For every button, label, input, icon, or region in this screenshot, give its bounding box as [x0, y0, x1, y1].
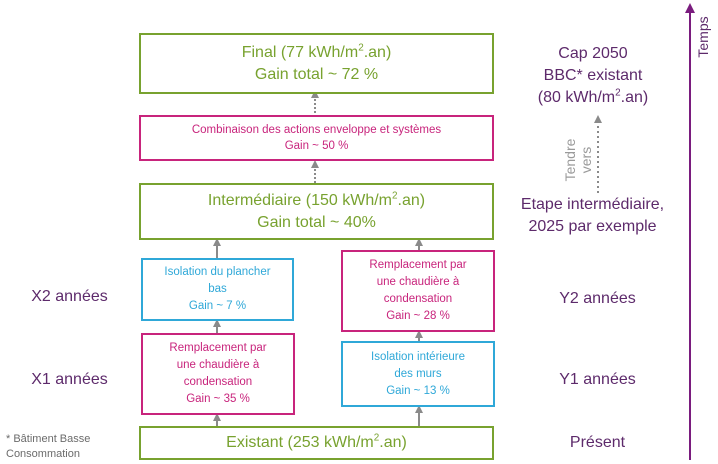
remplacement-right-box: Remplacement par une chaudière à condens…	[341, 250, 495, 332]
final-gain: Gain total ~ 72 %	[254, 65, 379, 83]
intermediaire-box: Intermédiaire (150 kWh/m2.an) Gain total…	[139, 183, 494, 240]
isolation-murs-line2: des murs	[394, 367, 442, 380]
remplacement-left-line1: Remplacement par	[169, 342, 267, 354]
remplacement-left-box: Remplacement par une chaudière à condens…	[141, 333, 295, 415]
remplacement-right-line1: Remplacement par	[369, 259, 467, 271]
remplacement-left-line3: condensation	[183, 376, 253, 388]
tendre-label: Tendre	[562, 138, 578, 182]
final-title: Final (77 kWh/m2.an)	[241, 42, 392, 61]
intermediaire-title: Intermédiaire (150 kWh/m2.an)	[207, 190, 426, 209]
footnote: * Bâtiment Basse Consommation	[6, 432, 90, 462]
cap-line1: Cap 2050	[558, 45, 628, 62]
x2-label: X2 années	[31, 288, 108, 305]
footnote-line1: * Bâtiment Basse	[6, 433, 91, 445]
remplacement-left-gain: Gain ~ 35 %	[186, 393, 250, 405]
remplacement-right-gain: Gain ~ 28 %	[386, 310, 450, 322]
combinaison-title: Combinaison des actions enveloppe et sys…	[191, 124, 442, 136]
existant-title: Existant (253 kWh/m2.an)	[226, 432, 407, 451]
intermediaire-gain: Gain total ~ 40%	[257, 213, 376, 231]
isolation-murs-box: Isolation intérieure des murs Gain ~ 13 …	[341, 341, 495, 407]
isolation-murs-gain: Gain ~ 13 %	[386, 384, 450, 397]
etape-line1: Etape intermédiaire,	[520, 196, 665, 213]
tendre-vers-label: Tendre vers	[560, 118, 596, 194]
isolation-plancher-box: Isolation du plancher bas Gain ~ 7 %	[141, 258, 294, 321]
existant-box: Existant (253 kWh/m2.an)	[139, 426, 494, 460]
cap-2050-label: Cap 2050 BBC* existant (80 kWh/m2.an)	[508, 43, 678, 109]
cap-line2: BBC* existant	[543, 67, 643, 84]
x1-label: X1 années	[31, 371, 108, 388]
present-label: Présent	[569, 434, 626, 451]
isolation-plancher-line1: Isolation du plancher	[164, 266, 271, 278]
remplacement-left-line2: une chaudière à	[176, 359, 260, 371]
final-box: Final (77 kWh/m2.an) Gain total ~ 72 %	[139, 33, 494, 94]
remplacement-right-line3: condensation	[383, 293, 453, 305]
combinaison-gain: Gain ~ 50 %	[284, 140, 349, 152]
cap-line3: (80 kWh/m2.an)	[537, 87, 649, 106]
etape-intermediaire-label: Etape intermédiaire, 2025 par exemple	[500, 194, 685, 238]
temps-label: Temps	[695, 16, 711, 58]
etape-line2: 2025 par exemple	[528, 218, 657, 235]
isolation-plancher-line2: bas	[208, 283, 227, 295]
isolation-plancher-gain: Gain ~ 7 %	[188, 300, 247, 312]
vers-label: vers	[578, 146, 594, 174]
y2-label: Y2 années	[559, 290, 636, 307]
y1-label: Y1 années	[559, 371, 636, 388]
remplacement-right-line2: une chaudière à	[376, 276, 460, 288]
footnote-line2: Consommation	[6, 448, 80, 460]
isolation-murs-line1: Isolation intérieure	[371, 350, 465, 363]
combinaison-box: Combinaison des actions enveloppe et sys…	[139, 115, 494, 161]
